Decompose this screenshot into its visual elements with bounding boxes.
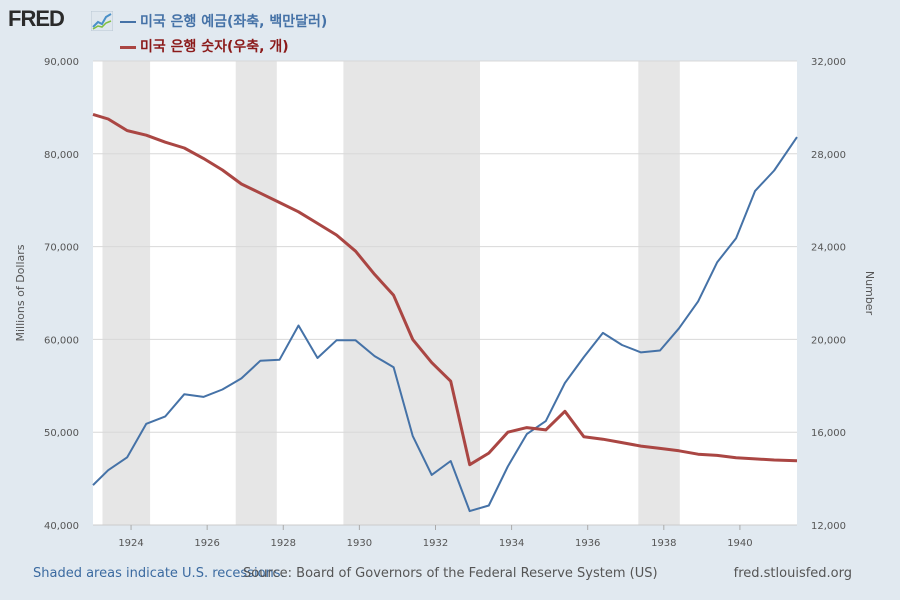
site-link[interactable]: fred.stlouisfed.org — [733, 566, 852, 581]
x-tick-label-8: 1940 — [727, 538, 752, 549]
recession-band-2 — [343, 61, 481, 525]
series-lines — [92, 112, 798, 513]
chart-line-icon — [91, 11, 113, 31]
y-right-tick-label-5: 32,000 — [811, 57, 846, 68]
y-right-tick-label-1: 16,000 — [811, 428, 846, 439]
legend-swatch-deposits — [120, 21, 136, 23]
y-axis-right-label: Number — [863, 271, 876, 316]
y-left-tick-label-2: 60,000 — [44, 335, 79, 346]
y-right-tick-label-0: 12,000 — [811, 521, 846, 532]
y-left-tick-label-0: 40,000 — [44, 521, 79, 532]
axes: 1924 1926 1928 1930 1932 1934 1936 1938 1940 40,0… — [44, 57, 846, 549]
y-left-tick-label-4: 80,000 — [44, 150, 79, 161]
x-tick-label-3: 1930 — [347, 538, 372, 549]
y-left-tick-label-1: 50,000 — [44, 428, 79, 439]
legend-label-bank-count: 미국 은행 숫자(우축, 개) — [140, 39, 289, 55]
x-tick-label-5: 1934 — [499, 538, 524, 549]
legend-item-bank-count[interactable]: 미국 은행 숫자(우축, 개) — [120, 36, 289, 56]
series-line-0 — [92, 136, 798, 513]
y-right-tick-label-4: 28,000 — [811, 150, 846, 161]
x-tick-label-4: 1932 — [423, 538, 448, 549]
x-tick-label-7: 1938 — [651, 538, 676, 549]
recession-note-link[interactable]: Shaded areas indicate U.S. recessions. — [33, 566, 285, 581]
y-right-tick-label-2: 20,000 — [811, 335, 846, 346]
legend-item-deposits[interactable]: 미국 은행 예금(좌축, 백만달러) — [120, 11, 327, 31]
y-axis-left-label: Millions of Dollars — [14, 244, 27, 341]
source-text: Source: Board of Governors of the Federa… — [243, 566, 658, 581]
x-tick-label-6: 1936 — [575, 538, 600, 549]
series-line-1 — [92, 112, 798, 467]
x-tick-label-2: 1928 — [271, 538, 296, 549]
recession-band-3 — [638, 61, 680, 525]
y-left-tick-label-5: 90,000 — [44, 57, 79, 68]
chart-header: FRED 미국 은행 예금(좌축, 백만달러) 미국 은행 숫자(우축, 개) — [0, 0, 900, 60]
y-right-tick-label-3: 24,000 — [811, 243, 846, 254]
legend-swatch-bank-count — [120, 45, 136, 49]
x-tick-label-0: 1924 — [118, 538, 143, 549]
recession-band-0 — [102, 61, 151, 525]
x-tick-label-1: 1926 — [194, 538, 219, 549]
legend-label-deposits: 미국 은행 예금(좌축, 백만달러) — [140, 14, 328, 30]
y-left-tick-label-3: 70,000 — [44, 243, 79, 254]
recession-band-1 — [235, 61, 277, 525]
fred-logo[interactable]: FRED — [8, 6, 65, 31]
